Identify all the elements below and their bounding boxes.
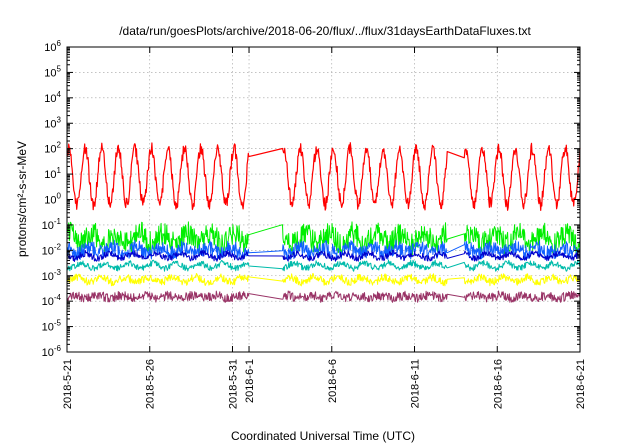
y-tick-label: 10-5 xyxy=(42,319,62,334)
x-axis-label: Coordinated Universal Time (UTC) xyxy=(231,429,415,443)
x-tick-label: 2018-5-26 xyxy=(145,359,157,409)
y-axis-label: protons/cm²-s-sr-MeV xyxy=(15,141,29,257)
x-tick-label: 2018-6-21 xyxy=(575,359,587,409)
series-line-3 xyxy=(66,239,581,261)
series-line-7 xyxy=(66,290,581,303)
series-line-2 xyxy=(66,221,581,256)
y-tick-label: 10-1 xyxy=(42,217,62,232)
y-tick-label: 102 xyxy=(44,141,61,156)
series-line-6 xyxy=(66,273,581,287)
grid-lines xyxy=(67,47,580,352)
y-tick-label: 10-6 xyxy=(42,344,62,359)
x-tick-labels: 2018-5-21 2018-5-26 2018-5-31 2018-6-1 2018-… xyxy=(62,359,587,409)
y-tick-label: 10-2 xyxy=(42,242,62,257)
x-tick-label: 2018-6-1 xyxy=(244,359,256,403)
x-tick-label: 2018-5-21 xyxy=(62,359,74,409)
y-tick-label: 104 xyxy=(44,90,61,105)
series-line-1 xyxy=(66,142,581,211)
x-tick-label: 2018-6-11 xyxy=(410,359,422,408)
series-group xyxy=(66,142,581,303)
series-line-5 xyxy=(66,259,581,272)
y-tick-label: 103 xyxy=(44,115,61,130)
x-tick-label: 2018-6-6 xyxy=(327,359,339,403)
y-tick-label: 100 xyxy=(44,192,61,207)
x-tick-label: 2018-5-31 xyxy=(227,359,239,409)
y-tick-label: 106 xyxy=(44,39,61,54)
y-tick-label: 101 xyxy=(44,166,61,181)
chart-title: /data/run/goesPlots/archive/2018-06-20/f… xyxy=(119,24,531,38)
y-tick-labels: 10-6 10-5 10-4 10-3 10-2 10-1 100 101 102 103 104 1… xyxy=(42,39,62,359)
y-tick-label: 10-3 xyxy=(42,268,62,283)
series-line-4 xyxy=(66,249,581,262)
x-tick-label: 2018-6-16 xyxy=(492,359,504,409)
y-tick-label: 10-4 xyxy=(42,293,62,308)
y-tick-label: 105 xyxy=(44,64,61,79)
axis-ticks xyxy=(66,46,581,353)
